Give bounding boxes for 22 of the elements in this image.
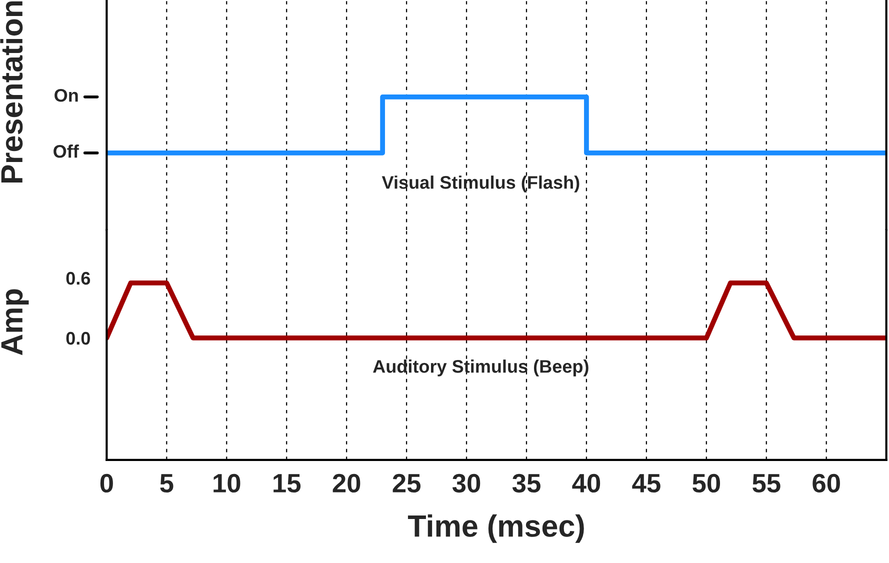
y-axis-title: Presentation [0, 1, 23, 182]
x-tick-label: 55 [752, 474, 780, 493]
x-tick-label: 50 [692, 474, 720, 493]
y-axis-title: Amp [1, 289, 29, 356]
x-tick-label: 15 [274, 474, 301, 493]
annotation: Auditory Stimulus (Beep) [373, 360, 588, 376]
x-tick-label: 30 [452, 474, 480, 493]
x-tick-label: 5 [160, 474, 174, 493]
x-tick-label: 40 [572, 474, 600, 493]
x-axis-title: Time (msec) [408, 514, 584, 543]
text: Off [54, 144, 79, 158]
x-tick-label: 35 [512, 474, 540, 493]
x-tick-label: 45 [632, 474, 660, 493]
text: Visual Stimulus (Flash) [382, 176, 580, 192]
x-tick-label: 20 [332, 474, 360, 493]
x-tick-label: 10 [214, 474, 240, 493]
x-tick-label: 25 [392, 474, 420, 493]
text: On [54, 88, 78, 102]
y-tick-label: 0.0 [66, 332, 90, 345]
x-tick-label: 60 [812, 474, 840, 493]
y-tick-label: 0.6 [66, 272, 90, 285]
x-tick-label: 0 [100, 474, 113, 493]
